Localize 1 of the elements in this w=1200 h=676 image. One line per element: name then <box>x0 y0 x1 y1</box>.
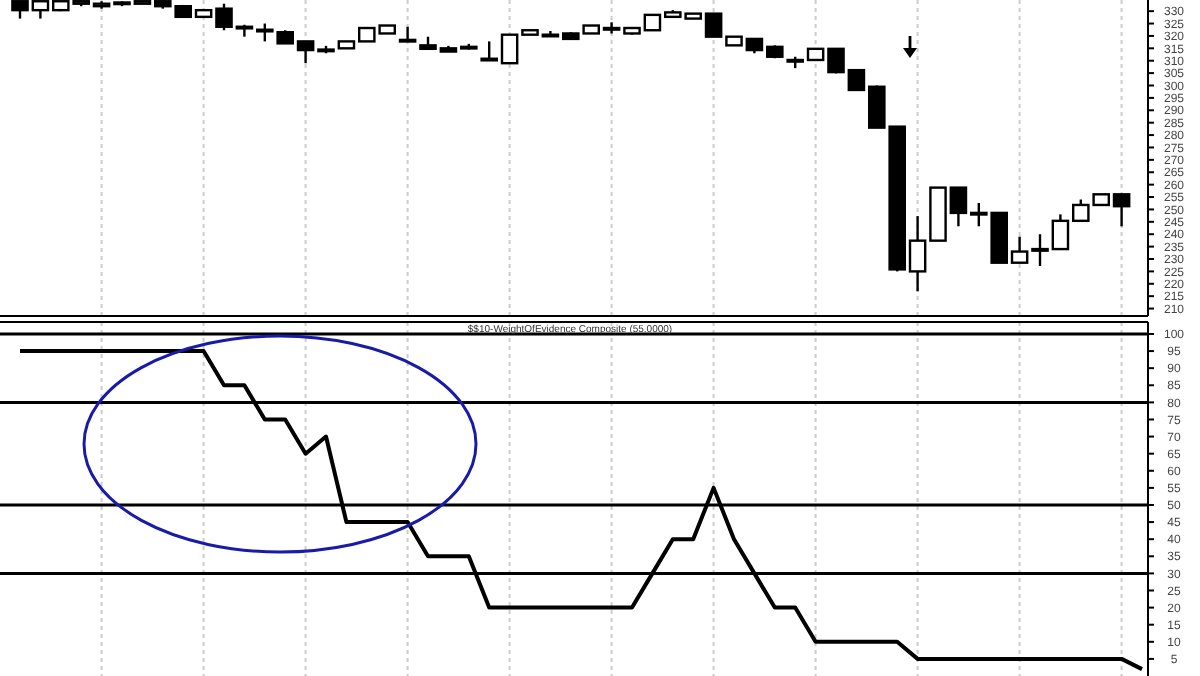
candlestick <box>398 25 417 43</box>
